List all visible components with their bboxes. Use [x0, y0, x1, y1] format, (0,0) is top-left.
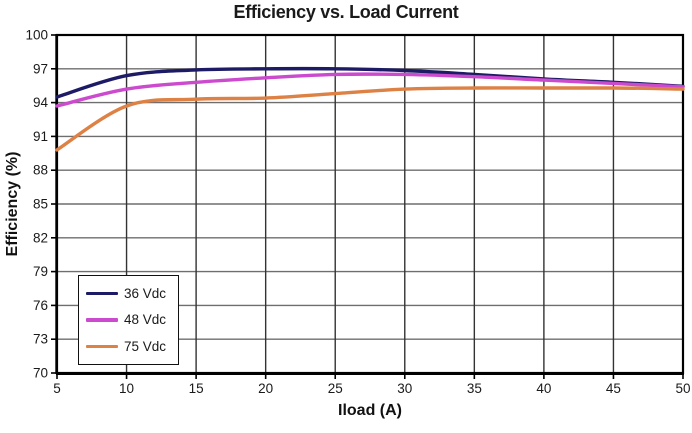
y-tick-label: 82: [33, 230, 48, 245]
legend-swatch: [86, 344, 118, 349]
x-tick-label: 15: [189, 381, 204, 396]
chart-title: Efficiency vs. Load Current: [233, 2, 459, 22]
legend-swatch: [86, 318, 118, 322]
y-tick-label: 88: [33, 163, 48, 178]
legend-label: 75 Vdc: [124, 339, 167, 355]
legend-item: 75 Vdc: [86, 339, 178, 354]
y-tick-label: 85: [33, 197, 48, 212]
legend: 36 Vdc 48 Vdc 75 Vdc: [78, 275, 179, 365]
x-axis-title: Iload (A): [338, 402, 402, 419]
y-tick-label: 94: [33, 95, 49, 110]
x-tick-label: 30: [397, 381, 412, 396]
legend-swatch: [86, 291, 118, 296]
y-tick-label: 79: [33, 264, 48, 279]
x-tick-label: 20: [258, 381, 273, 396]
x-tick-label: 50: [675, 381, 690, 396]
x-tick-label: 35: [467, 381, 482, 396]
x-tick-label: 5: [53, 381, 61, 396]
legend-label: 36 Vdc: [124, 285, 167, 301]
series-line-75-vdc: [55, 86, 685, 152]
y-tick-label: 70: [33, 366, 48, 381]
y-tick-label: 73: [33, 332, 48, 347]
legend-item: 36 Vdc: [86, 286, 178, 301]
legend-item: 48 Vdc: [86, 312, 178, 327]
x-tick-label: 10: [119, 381, 134, 396]
x-tick-label: 25: [328, 381, 343, 396]
y-tick-label: 76: [33, 298, 48, 313]
y-tick-label: 97: [33, 61, 48, 76]
y-tick-label: 91: [33, 129, 48, 144]
y-tick-label: 100: [25, 28, 48, 43]
legend-label: 48 Vdc: [124, 312, 167, 328]
series-line-48-vdc: [55, 72, 685, 108]
x-tick-label: 40: [536, 381, 551, 396]
x-tick-label: 45: [606, 381, 621, 396]
